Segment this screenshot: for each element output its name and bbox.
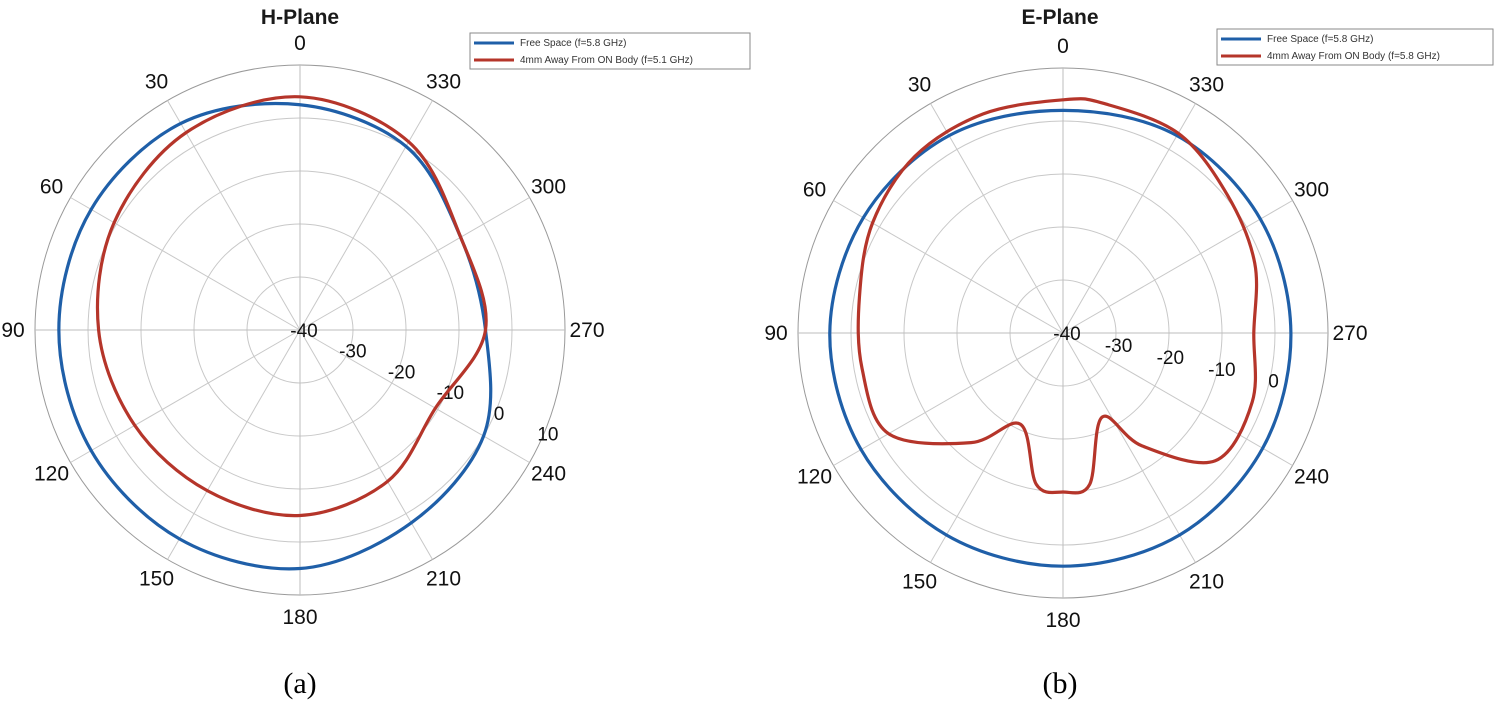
theta-tick-label: 150	[902, 571, 937, 594]
r-tick-label: -20	[388, 362, 415, 383]
grid-spoke	[167, 100, 301, 331]
grid-spoke	[299, 329, 433, 560]
theta-tick-label: 240	[1294, 466, 1329, 489]
grid-spoke	[70, 197, 301, 331]
r-tick-label: -30	[339, 342, 366, 363]
grid-spoke	[833, 200, 1064, 334]
theta-tick-label: 330	[1189, 74, 1224, 97]
theta-tick-label: 0	[294, 32, 306, 55]
theta-tick-label: 210	[1189, 571, 1224, 594]
theta-tick-label: 300	[1294, 179, 1329, 202]
series-on-body	[856, 97, 1259, 495]
h-plane-panel: 0 30 60 90 120 150 180 210 240 270 300 330 -40 -30 -20…	[1, 6, 751, 700]
r-tick-label: 0	[494, 404, 505, 425]
grid-spoke	[167, 329, 301, 560]
theta-tick-label: 60	[40, 176, 63, 199]
theta-tick-label: 180	[1045, 609, 1080, 632]
theta-tick-label: 30	[145, 71, 168, 94]
grid-spoke	[299, 100, 433, 331]
grid-spoke	[299, 197, 530, 331]
theta-tick-label: 270	[1332, 322, 1367, 345]
r-tick-label: 10	[537, 425, 558, 446]
legend-box	[469, 32, 751, 70]
theta-tick-label: 270	[569, 319, 604, 342]
theta-tick-label: 90	[1, 319, 24, 342]
grid-spoke	[1062, 103, 1196, 334]
grid-spoke	[930, 332, 1064, 563]
grid-spoke	[70, 329, 301, 463]
legend-entry-on-body: 4mm Away From ON Body (f=5.8 GHz)	[1267, 51, 1440, 62]
legend-entry-free-space: Free Space (f=5.8 GHz)	[520, 38, 626, 49]
grid-spoke	[833, 332, 1064, 466]
legend-entry-free-space: Free Space (f=5.8 GHz)	[1267, 34, 1373, 45]
grid-spoke	[1062, 332, 1293, 466]
grid-spoke	[1062, 332, 1196, 563]
grid-spoke	[930, 103, 1064, 334]
theta-tick-label: 0	[1057, 35, 1069, 58]
theta-tick-label: 330	[426, 71, 461, 94]
theta-tick-label: 30	[908, 74, 931, 97]
e-plane-legend: Free Space (f=5.8 GHz) 4mm Away From ON …	[1216, 28, 1494, 66]
caption-b: (b)	[1043, 667, 1078, 700]
grid-spoke	[1062, 200, 1293, 334]
caption-a: (a)	[283, 667, 316, 700]
h-plane-legend: Free Space (f=5.8 GHz) 4mm Away From ON …	[469, 32, 751, 70]
theta-tick-label: 120	[797, 466, 832, 489]
r-tick-label: -40	[290, 321, 317, 342]
r-tick-label: 0	[1268, 372, 1279, 393]
r-tick-label: -40	[1053, 324, 1080, 345]
theta-tick-label: 150	[139, 568, 174, 591]
grid-spoke	[299, 329, 530, 463]
h-plane-title: H-Plane	[261, 6, 339, 29]
r-tick-label: -30	[1105, 336, 1132, 357]
theta-tick-label: 90	[764, 322, 787, 345]
theta-tick-label: 180	[282, 606, 317, 629]
theta-tick-label: 210	[426, 568, 461, 591]
series-free-space	[828, 108, 1293, 568]
series-on-body	[95, 95, 488, 518]
theta-tick-label: 60	[803, 179, 826, 202]
r-tick-label: -10	[1208, 360, 1235, 381]
e-plane-panel: 0 30 60 90 120 150 180 210 240 270 300 330 -40 -30 -20…	[764, 6, 1494, 700]
legend-box	[1216, 28, 1494, 66]
theta-tick-label: 120	[34, 463, 69, 486]
e-plane-title: E-Plane	[1021, 6, 1098, 29]
theta-tick-label: 240	[531, 463, 566, 486]
legend-entry-on-body: 4mm Away From ON Body (f=5.1 GHz)	[520, 55, 693, 66]
r-tick-label: -20	[1157, 348, 1184, 369]
theta-tick-label: 300	[531, 176, 566, 199]
